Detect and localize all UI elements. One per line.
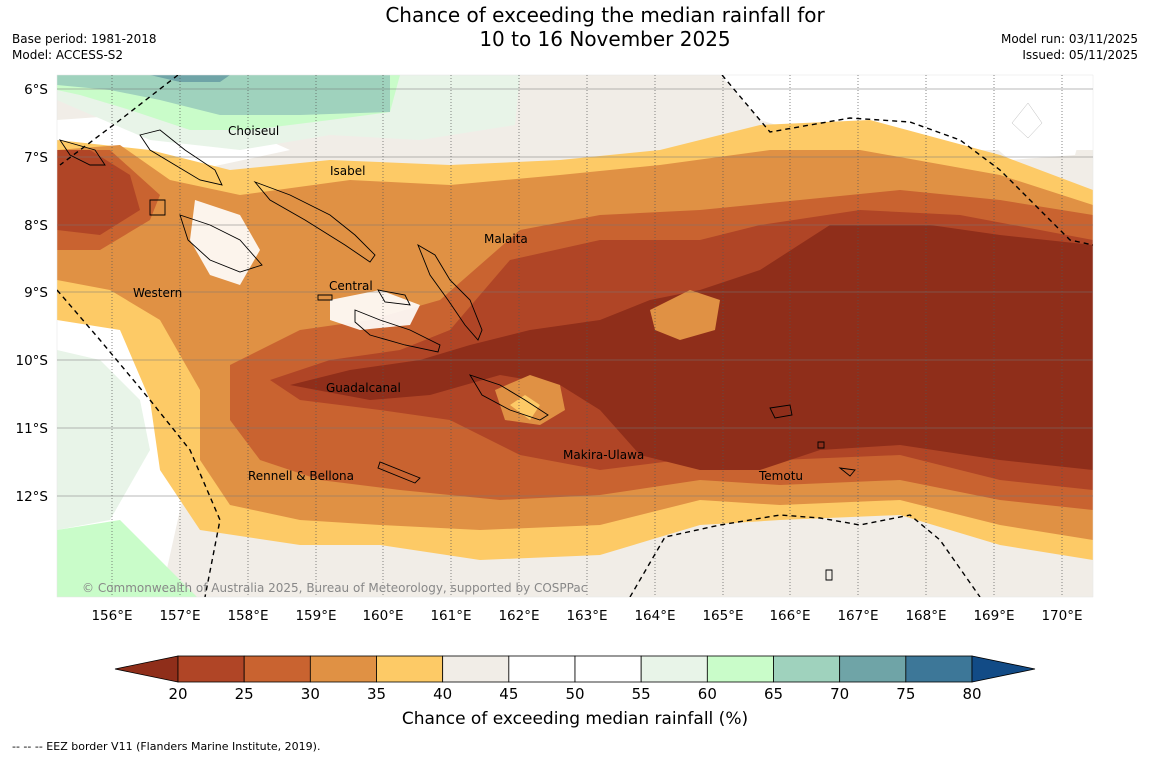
longitude-labels: 156°E 157°E 158°E 159°E 160°E 161°E 162°… (91, 608, 1082, 624)
colorbar-tick-label: 60 (698, 685, 717, 703)
region-label-choiseul: Choiseul (228, 124, 279, 138)
colorbar-tick-label: 75 (896, 685, 915, 703)
model-info: Base period: 1981-2018 Model: ACCESS-S2 (12, 31, 157, 63)
colorbar-tick-label: 25 (235, 685, 254, 703)
latitude-gridlines (57, 88, 1093, 497)
region-label-isabel: Isabel (330, 164, 365, 178)
lat-label: 6°S (24, 82, 48, 98)
colorbar-tick-label: 80 (962, 685, 981, 703)
lat-label: 8°S (24, 218, 48, 234)
region-label-rennell-bellona: Rennell & Bellona (248, 469, 354, 483)
lon-label: 164°E (634, 608, 675, 624)
lon-label: 168°E (905, 608, 946, 624)
colorbar: 20 25 30 35 40 45 50 55 60 65 70 75 80 (114, 655, 1036, 703)
colorbar-tick-label: 50 (565, 685, 584, 703)
latitude-labels: 6°S 7°S 8°S 9°S 10°S 11°S 12°S (16, 82, 49, 505)
lon-label: 160°E (362, 608, 403, 624)
issued-text: Issued: 05/11/2025 (1022, 48, 1138, 62)
colorbar-bin (309, 655, 377, 683)
contour-fill (57, 75, 1093, 597)
colorbar-tick-label: 40 (433, 685, 452, 703)
region-label-central: Central (329, 279, 373, 293)
run-info: Model run: 03/11/2025 Issued: 05/11/2025 (1001, 31, 1138, 63)
longitude-gridlines (111, 75, 1063, 597)
colorbar-bin (839, 655, 907, 683)
lat-label: 7°S (24, 150, 48, 166)
base-period-text: Base period: 1981-2018 (12, 32, 157, 46)
lon-label: 158°E (227, 608, 268, 624)
lon-label: 163°E (566, 608, 607, 624)
lon-label: 161°E (430, 608, 471, 624)
colorbar-bins (177, 655, 973, 683)
colorbar-tick-label: 35 (367, 685, 386, 703)
colorbar-tick-labels: 20 25 30 35 40 45 50 55 60 65 70 75 80 (168, 685, 981, 703)
lon-label: 157°E (159, 608, 200, 624)
model-run-text: Model run: 03/11/2025 (1000, 32, 1138, 46)
colorbar-bin (376, 655, 444, 683)
colorbar-tick-label: 65 (764, 685, 783, 703)
lon-label: 162°E (498, 608, 539, 624)
lon-label: 159°E (295, 608, 336, 624)
colorbar-bin (508, 655, 576, 683)
colorbar-tick-label: 30 (301, 685, 320, 703)
lon-label: 165°E (702, 608, 743, 624)
colorbar-tick-label: 20 (168, 685, 187, 703)
title-line-2: 10 to 16 November 2025 (479, 27, 731, 51)
colorbar-bin (773, 655, 841, 683)
region-label-temotu: Temotu (758, 469, 803, 483)
colorbar-extend-high (971, 655, 1036, 683)
colorbar-bin (442, 655, 510, 683)
map-title: Chance of exceeding the median rainfall … (0, 3, 1150, 51)
region-label-guadalcanal: Guadalcanal (326, 381, 401, 395)
colorbar-bin (243, 655, 311, 683)
title-line-1: Chance of exceeding the median rainfall … (385, 3, 825, 27)
colorbar-tick-label: 45 (499, 685, 518, 703)
island-coastlines (58, 129, 856, 581)
lat-label: 12°S (16, 489, 49, 505)
eez-legend-note: -- -- -- EEZ border V11 (Flanders Marine… (12, 740, 321, 753)
colorbar-bin (640, 655, 708, 683)
model-name-text: Model: ACCESS-S2 (12, 48, 124, 62)
copyright-text: © Commonwealth of Australia 2025, Bureau… (82, 581, 587, 595)
region-labels: Choiseul Isabel Malaita Western Central … (133, 124, 803, 483)
eez-border (57, 75, 1093, 597)
lon-label: 167°E (837, 608, 878, 624)
colorbar-tick-label: 70 (830, 685, 849, 703)
colorbar-bin (574, 655, 642, 683)
colorbar-tick-label: 55 (632, 685, 651, 703)
colorbar-bin (177, 655, 245, 683)
region-label-malaita: Malaita (484, 232, 528, 246)
lat-label: 10°S (16, 353, 49, 369)
lon-label: 156°E (91, 608, 132, 624)
colorbar-bin (905, 655, 973, 683)
plot-frame (56, 74, 1094, 598)
lon-label: 170°E (1041, 608, 1082, 624)
region-label-makira-ulawa: Makira-Ulawa (563, 448, 644, 462)
colorbar-bin (706, 655, 774, 683)
region-label-western: Western (133, 286, 182, 300)
colorbar-title: Chance of exceeding median rainfall (%) (401, 709, 749, 729)
colorbar-extend-low (114, 655, 179, 683)
lon-label: 166°E (769, 608, 810, 624)
lat-label: 9°S (24, 285, 48, 301)
lon-label: 169°E (973, 608, 1014, 624)
lat-label: 11°S (16, 421, 49, 437)
